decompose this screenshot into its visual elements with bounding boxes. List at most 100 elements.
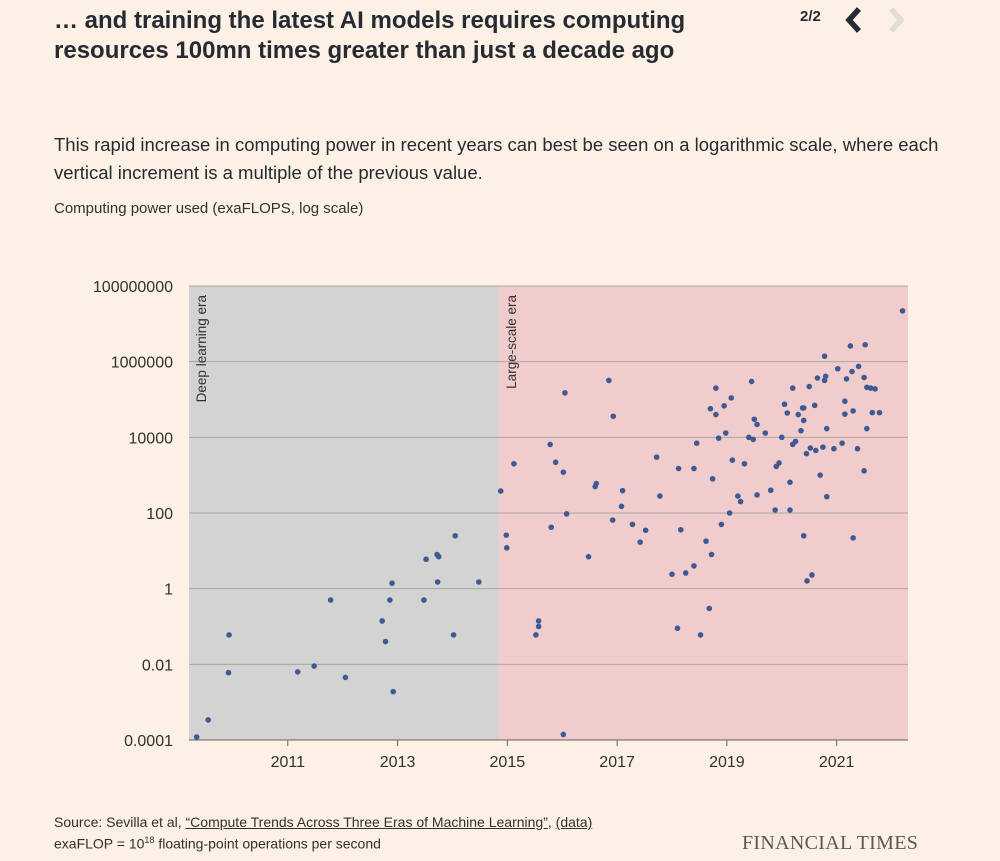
data-point <box>707 405 714 412</box>
x-tick-label: 2013 <box>380 754 416 771</box>
data-point <box>842 398 848 405</box>
data-point <box>729 457 736 463</box>
data-point <box>721 403 727 409</box>
y-tick-label: 1000000 <box>111 355 173 372</box>
data-point <box>693 440 700 446</box>
x-tick-label: 2019 <box>709 754 745 771</box>
y-axis-title: Computing power used (exaFLOPS, log scal… <box>54 200 364 217</box>
data-point <box>610 413 617 420</box>
data-point <box>450 632 457 638</box>
previous-chevron-icon[interactable] <box>838 2 874 38</box>
data-point <box>806 383 813 390</box>
x-tick-label: 2015 <box>490 754 526 771</box>
data-point <box>691 563 697 569</box>
data-point <box>497 488 504 494</box>
data-point <box>585 553 592 560</box>
data-point <box>677 526 684 533</box>
data-point <box>784 410 791 416</box>
data-point <box>552 459 559 466</box>
scatter-chart: 100000000 1000000 10000 100 1 0.01 0.0001 2011 2… <box>93 279 908 771</box>
data-point <box>809 572 815 578</box>
source-prefix: Source: Sevilla et al, <box>54 814 186 830</box>
data-point <box>762 430 769 436</box>
source-link[interactable]: “Compute Trends Across Three Eras of Mac… <box>185 814 548 830</box>
data-point <box>311 663 317 669</box>
data-point <box>778 434 785 441</box>
financial-times-logo: FINANCIAL TIMES <box>742 832 919 854</box>
y-tick-label: 100000000 <box>93 279 173 296</box>
data-point <box>703 538 709 544</box>
data-point <box>435 553 442 560</box>
footnote-suffix: floating-point operations per second <box>154 835 381 852</box>
data-point <box>823 425 830 432</box>
data-point <box>748 378 755 385</box>
x-tick-label: 2017 <box>599 754 635 771</box>
data-point <box>560 731 567 738</box>
data-point <box>822 373 829 380</box>
data-point <box>776 460 782 466</box>
data-point <box>817 472 823 478</box>
y-tick-label: 100 <box>146 506 173 523</box>
data-point <box>205 717 212 723</box>
data-point <box>342 674 349 681</box>
data-point <box>563 511 570 517</box>
data-point <box>674 625 681 632</box>
data-point <box>850 408 856 414</box>
footnote-prefix: exaFLOP = 10 <box>54 835 145 852</box>
data-point <box>735 493 741 499</box>
data-point <box>390 688 396 695</box>
data-point <box>379 618 385 624</box>
data-point <box>803 450 810 457</box>
page-indicator: 2/2 <box>800 8 821 25</box>
data-point <box>547 441 553 448</box>
y-tick-label: 10000 <box>129 430 174 447</box>
data-point <box>709 476 716 482</box>
source-separator: , <box>547 814 556 830</box>
data-point <box>421 597 427 603</box>
data-point <box>535 618 542 624</box>
data-point <box>814 375 821 381</box>
x-tick-label: 2021 <box>819 754 855 771</box>
data-point <box>606 377 612 384</box>
data-point <box>682 570 689 576</box>
footnote-exponent: 18 <box>144 835 155 845</box>
next-chevron-icon[interactable] <box>876 2 912 38</box>
era-label: Large-scale era <box>504 295 519 389</box>
data-point <box>691 465 697 472</box>
data-point <box>618 503 625 510</box>
data-point <box>811 402 818 409</box>
data-point <box>842 411 848 417</box>
data-point <box>511 460 517 467</box>
data-point <box>548 524 555 531</box>
data-point <box>562 390 568 396</box>
data-point <box>718 521 725 528</box>
data-point <box>697 632 704 638</box>
data-point <box>387 597 393 603</box>
data-point <box>751 416 758 423</box>
data-point <box>789 385 796 391</box>
y-tick-label: 0.01 <box>142 657 173 674</box>
data-point <box>862 341 868 348</box>
data-point <box>792 438 799 445</box>
data-point <box>849 368 855 375</box>
data-point <box>706 605 713 612</box>
data-point <box>503 545 510 551</box>
data-point <box>713 385 719 391</box>
data-point <box>452 532 458 539</box>
data-point <box>861 468 867 474</box>
data-point <box>847 343 854 349</box>
data-point <box>798 427 804 434</box>
y-tick-label: 0.0001 <box>124 733 173 750</box>
data-point <box>560 469 567 475</box>
chart-description: This rapid increase in computing power i… <box>54 134 939 183</box>
data-point <box>864 425 870 432</box>
data-point <box>629 521 636 528</box>
data-point <box>812 447 819 454</box>
data-point <box>850 535 856 541</box>
data-point <box>839 440 845 446</box>
data-point <box>653 454 660 460</box>
data-link[interactable]: (data) <box>555 814 593 830</box>
data-point <box>867 385 874 391</box>
data-point <box>715 435 722 441</box>
data-point <box>728 395 735 401</box>
